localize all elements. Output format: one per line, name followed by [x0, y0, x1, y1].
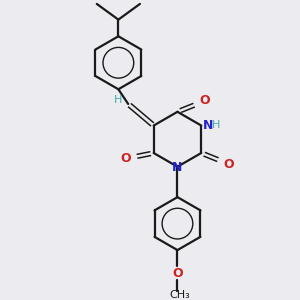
Text: H: H	[212, 120, 220, 130]
Text: N: N	[203, 119, 213, 132]
Text: CH₃: CH₃	[169, 290, 190, 300]
Text: O: O	[172, 267, 183, 280]
Text: O: O	[120, 152, 130, 165]
Text: O: O	[200, 94, 210, 106]
Text: H: H	[114, 95, 123, 105]
Text: O: O	[224, 158, 234, 171]
Text: N: N	[172, 161, 183, 174]
